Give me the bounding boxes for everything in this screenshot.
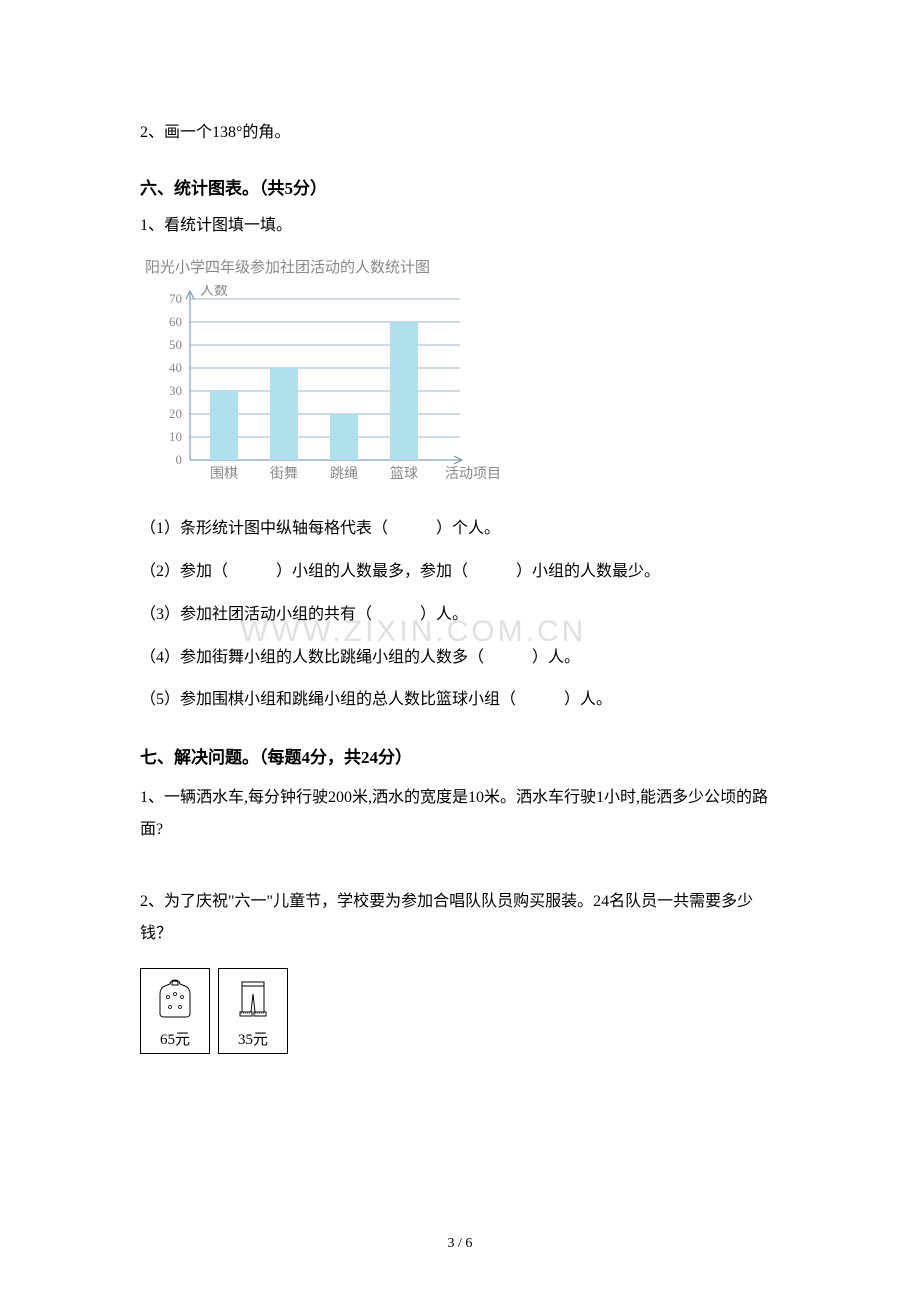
pants-price: 35元 (219, 1024, 287, 1053)
section-6-q1-text: 1、看统计图填一填。 (140, 213, 780, 239)
cat-jiewu: 街舞 (270, 466, 298, 482)
question-2-text: 2、画一个138°的角。 (140, 120, 780, 146)
ytick-30: 30 (169, 383, 182, 398)
products-row: 65元 35元 (140, 968, 780, 1054)
ytick-20: 20 (169, 406, 182, 421)
product-shirt: 65元 (140, 968, 210, 1054)
product-pants: 35元 (218, 968, 288, 1054)
ytick-50: 50 (169, 337, 182, 352)
ytick-10: 10 (169, 429, 182, 444)
ytick-70: 70 (169, 291, 182, 306)
ytick-0: 0 (176, 452, 183, 467)
page-number: 3 / 6 (0, 1236, 920, 1252)
bar-lanqiu (390, 322, 418, 460)
bar-tiaosheng (330, 414, 358, 460)
chart-title: 阳光小学四年级参加社团活动的人数统计图 (145, 256, 780, 277)
sub-question-2: （2）参加（ ）小组的人数最多，参加（ ）小组的人数最少。 (140, 558, 780, 587)
bar-jiewu (270, 368, 298, 460)
section-7-q2: 2、为了庆祝"六一"儿童节，学校要为参加合唱队队员购买服装。24名队员一共需要多… (140, 886, 780, 950)
pants-icon (219, 969, 287, 1024)
cat-tiaosheng: 跳绳 (330, 466, 358, 482)
cat-lanqiu: 篮球 (390, 466, 418, 482)
sub-question-1: （1）条形统计图中纵轴每格代表（ ）个人。 (140, 515, 780, 544)
shirt-icon (141, 969, 209, 1024)
section-6-heading: 六、统计图表。（共5分） (140, 174, 780, 199)
bar-chart: 0 10 20 30 40 50 60 70 人数 围棋 街舞 跳绳 篮球 活动… (140, 285, 500, 505)
ytick-40: 40 (169, 360, 182, 375)
shirt-price: 65元 (141, 1024, 209, 1053)
bar-chart-svg: 0 10 20 30 40 50 60 70 人数 围棋 街舞 跳绳 篮球 活动… (140, 285, 500, 500)
bar-weiqi (210, 391, 238, 460)
x-axis-label: 活动项目 (445, 466, 500, 482)
cat-weiqi: 围棋 (210, 466, 238, 482)
section-7-q1: 1、一辆洒水车,每分钟行驶200米,洒水的宽度是10米。洒水车行驶1小时,能洒多… (140, 782, 780, 846)
y-axis-label: 人数 (200, 285, 228, 299)
section-7-heading: 七、解决问题。（每题4分，共24分） (140, 743, 780, 768)
sub-question-3: （3）参加社团活动小组的共有（ ）人。 (140, 601, 780, 630)
ytick-60: 60 (169, 314, 182, 329)
sub-question-5: （5）参加围棋小组和跳绳小组的总人数比篮球小组（ ）人。 (140, 686, 780, 715)
